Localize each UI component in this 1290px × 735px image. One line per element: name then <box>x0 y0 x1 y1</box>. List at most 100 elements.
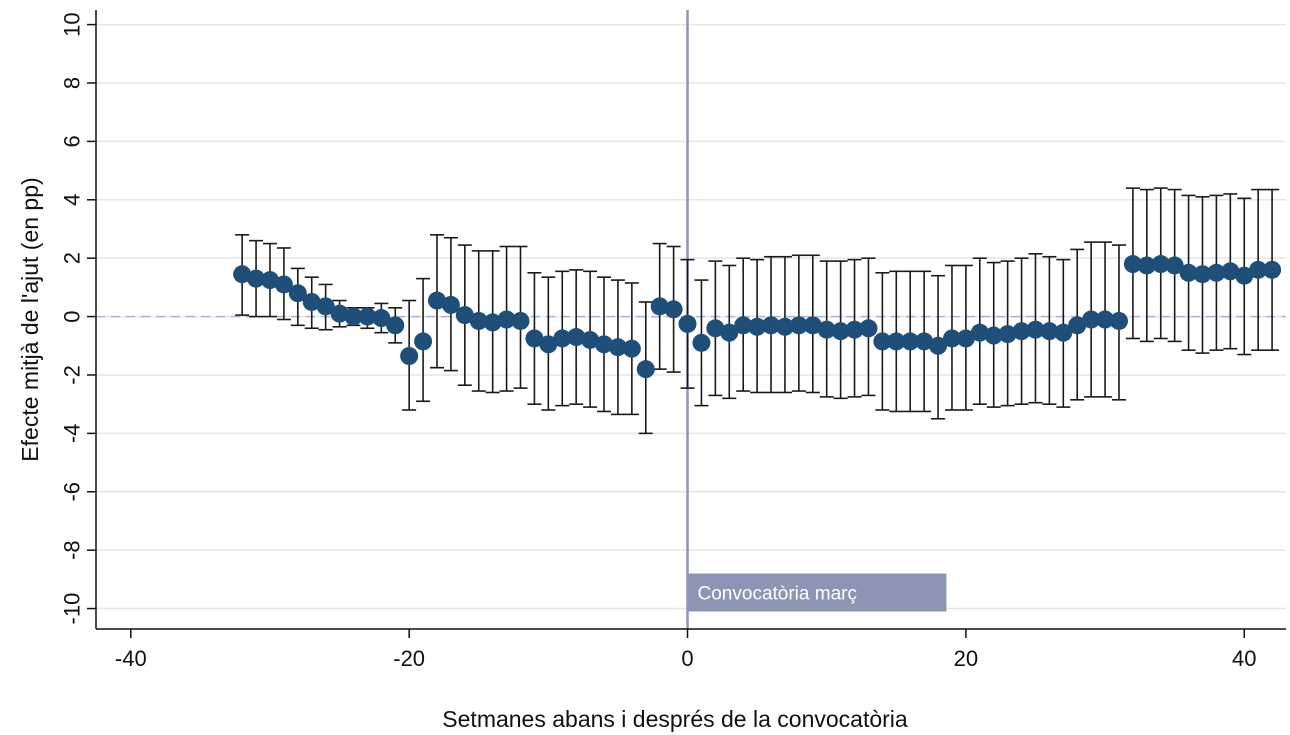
data-point <box>497 310 516 329</box>
data-point <box>817 320 836 339</box>
x-tick-label: 20 <box>954 646 978 671</box>
data-point <box>650 297 669 316</box>
data-point <box>316 297 335 316</box>
data-point <box>664 300 683 319</box>
data-point <box>692 333 711 352</box>
y-tick-label: -2 <box>60 365 85 385</box>
data-point <box>1096 310 1115 329</box>
data-point <box>622 339 641 358</box>
data-point <box>1221 262 1240 281</box>
data-point <box>1165 256 1184 275</box>
data-point <box>1012 322 1031 341</box>
data-point <box>302 292 321 311</box>
y-tick-label: 6 <box>60 135 85 147</box>
data-point <box>1026 320 1045 339</box>
data-point <box>344 307 363 326</box>
data-point <box>1068 316 1087 335</box>
data-point <box>525 329 544 348</box>
data-point <box>1123 255 1142 274</box>
data-point <box>845 320 864 339</box>
data-point <box>1207 263 1226 282</box>
data-point <box>483 313 502 332</box>
data-point <box>984 326 1003 345</box>
x-tick-label: 0 <box>681 646 693 671</box>
data-point <box>1263 260 1282 279</box>
x-tick-label: -40 <box>115 646 147 671</box>
data-point <box>539 335 558 354</box>
data-point <box>1082 310 1101 329</box>
data-point <box>1193 265 1212 284</box>
data-point <box>372 309 391 328</box>
data-point <box>1040 322 1059 341</box>
data-point <box>873 332 892 351</box>
data-point <box>789 316 808 335</box>
y-tick-label: -6 <box>60 482 85 502</box>
y-tick-label: -8 <box>60 540 85 560</box>
data-point <box>608 338 627 357</box>
x-tick-label: -20 <box>393 646 425 671</box>
data-point <box>595 335 614 354</box>
data-point <box>386 316 405 335</box>
y-tick-label: 8 <box>60 77 85 89</box>
data-point <box>734 316 753 335</box>
y-tick-label: 0 <box>60 310 85 322</box>
data-point <box>762 316 781 335</box>
data-point <box>233 265 252 284</box>
data-point <box>901 332 920 351</box>
annotation-label: Convocatòria març <box>698 584 857 605</box>
data-point <box>553 329 572 348</box>
y-tick-label: 4 <box>60 194 85 206</box>
data-point <box>427 291 446 310</box>
data-point <box>260 271 279 290</box>
data-point <box>998 325 1017 344</box>
data-point <box>1109 311 1128 330</box>
data-point <box>775 317 794 336</box>
data-point <box>720 323 739 342</box>
annotation: Convocatòria març <box>687 573 947 612</box>
data-point <box>1151 255 1170 274</box>
y-tick-label: 10 <box>60 12 85 36</box>
data-point <box>942 329 961 348</box>
data-point <box>636 360 655 379</box>
data-point <box>929 336 948 355</box>
data-point <box>970 323 989 342</box>
data-point <box>567 328 586 347</box>
y-axis-title: Efecte mitjà de l'ajut (en pp) <box>17 177 43 461</box>
data-point <box>1235 266 1254 285</box>
data-points <box>233 255 1282 379</box>
data-point <box>859 319 878 338</box>
data-point <box>247 269 266 288</box>
y-tick-label: -10 <box>60 593 85 625</box>
data-point <box>455 306 474 325</box>
data-point <box>678 314 697 333</box>
annotation-box <box>687 573 947 612</box>
data-point <box>288 284 307 303</box>
data-point <box>1137 256 1156 275</box>
data-point <box>511 311 530 330</box>
data-point <box>1249 260 1268 279</box>
data-point <box>706 319 725 338</box>
data-point <box>831 322 850 341</box>
data-point <box>358 307 377 326</box>
data-point <box>414 332 433 351</box>
x-tick-label: 40 <box>1232 646 1256 671</box>
data-point <box>887 332 906 351</box>
data-point <box>1054 323 1073 342</box>
data-point <box>581 330 600 349</box>
data-point <box>469 311 488 330</box>
error-bars <box>235 187 1280 435</box>
data-point <box>915 332 934 351</box>
data-point <box>274 275 293 294</box>
data-point <box>330 304 349 323</box>
y-tick-label: -4 <box>60 424 85 444</box>
data-point <box>956 329 975 348</box>
y-tick-label: 2 <box>60 252 85 264</box>
axes <box>95 10 1286 630</box>
x-axis-title: Setmanes abans i després de la convocatò… <box>442 706 908 732</box>
data-point <box>1179 263 1198 282</box>
data-point <box>803 316 822 335</box>
data-point <box>441 295 460 314</box>
data-point <box>748 317 767 336</box>
